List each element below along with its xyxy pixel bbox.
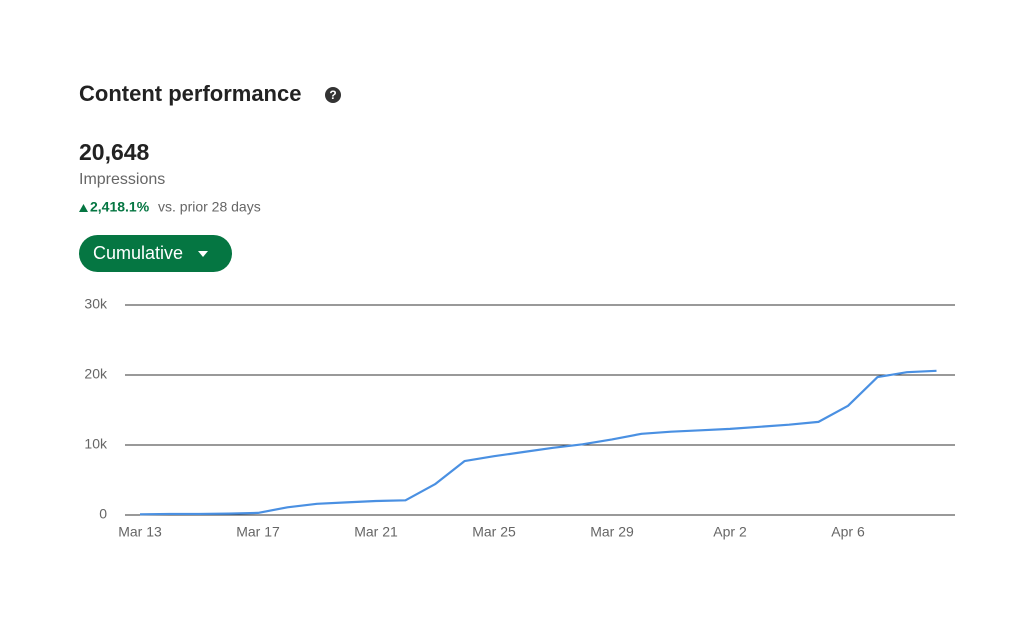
svg-text:?: ? [329,88,336,102]
up-arrow [79,204,88,212]
metric-value: 20,648 [79,139,150,165]
x-tick-label: Mar 21 [354,524,398,540]
x-tick-label: Mar 13 [118,524,162,540]
metric-comparison: vs. prior 28 days [158,199,261,215]
metric-label: Impressions [79,171,165,188]
section-title: Content performance [79,81,301,106]
x-tick-label: Mar 25 [472,524,516,540]
chart: 0 10k 20k 30k Mar 13 Mar 17 Mar 21 Mar 25 Mar 29… [84,296,955,540]
x-tick-label: Mar 17 [236,524,280,540]
mode-button[interactable]: Cumulative [79,235,232,272]
button-label[interactable]: Cumulative [93,243,183,263]
x-tick-label: Mar 29 [590,524,634,540]
y-tick-label: 20k [84,366,108,382]
line [139,369,937,516]
help-icon[interactable]: ? [325,87,341,103]
y-tick-label: 10k [84,436,108,452]
button-bg[interactable] [79,235,232,272]
x-tick-label: Apr 2 [713,524,747,540]
y-tick-label: 30k [84,296,108,312]
y-tick-label: 0 [99,506,107,522]
caret[interactable] [198,251,208,257]
x-tick-label: Apr 6 [831,524,865,540]
metric-change: 2,418.1% [90,199,150,215]
